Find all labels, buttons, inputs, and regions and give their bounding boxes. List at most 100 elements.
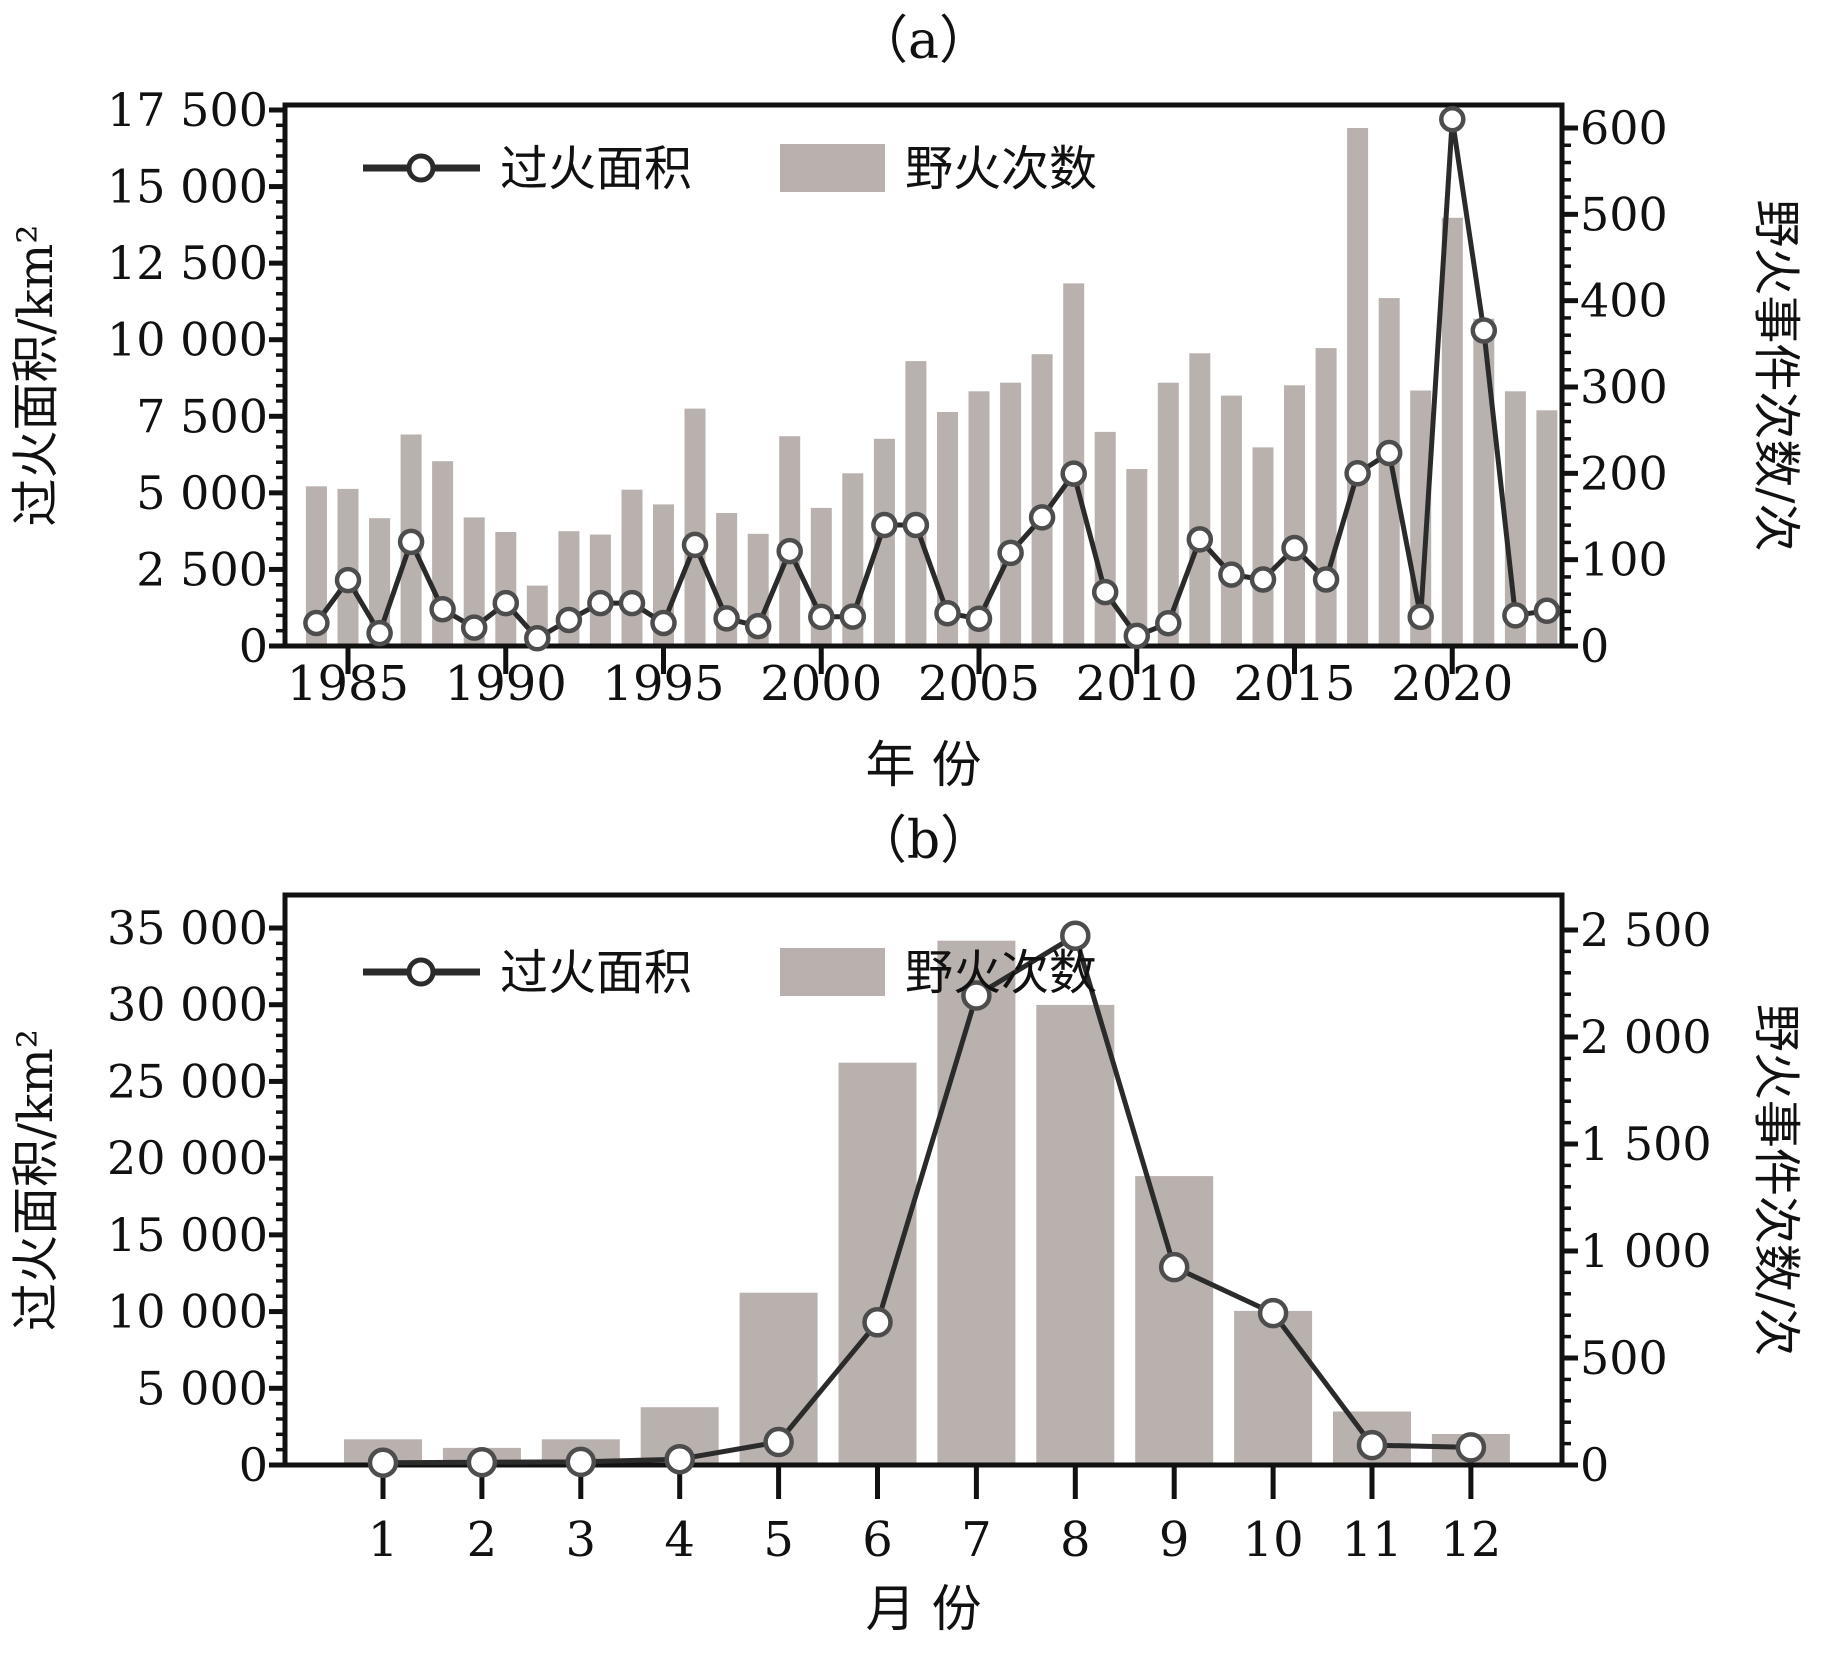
right-tick-label: 1 000 [1580, 1224, 1712, 1278]
marker-1989 [460, 614, 488, 641]
bar-2023 [1536, 410, 1558, 646]
bar-2007 [1031, 354, 1053, 646]
left-tick-label: 0 [239, 1438, 268, 1492]
left-tick-label: 15 000 [107, 160, 268, 214]
right-tick-label: 1 500 [1580, 1117, 1712, 1171]
chart-a-line [314, 116, 1548, 641]
legend-label-bar: 野火次数 [905, 945, 1097, 1001]
right-tick-label: 600 [1580, 101, 1668, 155]
bar-1989 [463, 517, 485, 646]
left-tick-label: 15 000 [107, 1208, 268, 1262]
marker-9 [1158, 1251, 1190, 1283]
marker-2007 [1028, 504, 1056, 531]
bar-2003 [905, 361, 927, 646]
chart-a: （a） 0 2 500 5 000 7 500 10 000 12 500 15 000 17 … [8, 11, 1804, 794]
bar-2018 [1378, 298, 1400, 646]
right-tick-label: 0 [1580, 619, 1609, 673]
marker-10 [1257, 1297, 1289, 1329]
right-tick-label: 2 000 [1580, 1010, 1712, 1064]
marker-1 [367, 1447, 399, 1478]
left-tick-label: 25 000 [107, 1054, 268, 1108]
x-tick-label: 1990 [445, 656, 567, 712]
bar-2021 [1473, 318, 1495, 646]
right-tick-label: 200 [1580, 446, 1668, 500]
marker-2018 [1375, 439, 1403, 467]
chart-b-ylabel-left: 过火面积/km² [8, 1029, 64, 1331]
marker-2001 [839, 603, 867, 630]
marker-4 [664, 1443, 695, 1475]
x-tick-label: 3 [566, 1512, 597, 1568]
x-tick-label: 8 [1060, 1512, 1091, 1568]
chart-a-right-axis: 0 100 200 300 400 500 600 [1562, 101, 1668, 673]
legend-bar-swatch [780, 144, 885, 192]
chart-a-legend: 过火面积 野火次数 [363, 141, 1097, 197]
legend-line-marker [406, 957, 436, 987]
marker-2014 [1249, 566, 1277, 593]
bar-2013 [1220, 395, 1242, 646]
x-tick-label: 1985 [287, 656, 409, 712]
marker-1997 [713, 605, 740, 632]
marker-2004 [934, 599, 961, 627]
x-tick-label: 1995 [602, 656, 724, 712]
legend-label-line: 过火面积 [500, 945, 692, 1001]
marker-3 [565, 1446, 597, 1478]
marker-2017 [1344, 460, 1371, 487]
marker-11 [1356, 1429, 1388, 1461]
bar-1996 [684, 408, 706, 646]
marker-1986 [366, 619, 393, 647]
marker-2022 [1502, 602, 1529, 629]
marker-6 [862, 1307, 893, 1338]
bar-9 [1135, 1176, 1214, 1465]
chart-a-ylabel-right: 野火事件次数/次 [1748, 199, 1804, 551]
bar-2014 [1252, 447, 1274, 646]
bar-2011 [1157, 382, 1179, 646]
marker-2005 [965, 605, 993, 632]
chart-b-title: （b） [855, 811, 992, 871]
left-tick-label: 30 000 [107, 978, 268, 1032]
chart-a-ylabel-left: 过火面积/km² [8, 224, 64, 526]
bar-2020 [1441, 217, 1463, 647]
bar-2015 [1284, 385, 1305, 646]
right-tick-label: 400 [1580, 274, 1668, 328]
left-tick-label: 5 000 [136, 466, 268, 520]
marker-2023 [1533, 597, 1561, 625]
chart-b-right-axis: 0 500 1 000 1 500 2 000 2 500 [1562, 903, 1712, 1492]
marker-2020 [1439, 105, 1466, 133]
x-tick-label: 2010 [1076, 656, 1198, 712]
chart-b-left-axis: 0 5 000 10 000 15 000 20 000 25 000 30 000 35 0… [107, 901, 285, 1492]
marker-2008 [1060, 460, 1087, 487]
marker-1995 [650, 609, 677, 637]
bar-2006 [1000, 382, 1022, 646]
marker-2012 [1186, 526, 1214, 553]
marker-12 [1455, 1432, 1487, 1463]
x-tick-label: 6 [862, 1512, 893, 1568]
bar-2017 [1347, 128, 1369, 646]
left-tick-label: 0 [239, 619, 268, 673]
x-tick-label: 4 [664, 1512, 695, 1568]
right-tick-label: 100 [1580, 533, 1668, 587]
marker-1992 [555, 606, 583, 634]
chart-b-frame [282, 892, 1565, 1468]
marker-1987 [397, 528, 425, 556]
x-tick-label: 11 [1341, 1512, 1402, 1568]
marker-5 [763, 1426, 794, 1458]
x-tick-label: 2015 [1233, 656, 1355, 712]
x-tick-label: 2 [467, 1512, 498, 1568]
marker-1994 [618, 589, 646, 617]
bar-2012 [1189, 353, 1211, 646]
right-tick-label: 2 500 [1580, 903, 1712, 957]
chart-b-legend: 过火面积 野火次数 [363, 945, 1097, 1001]
bar-2010 [1126, 469, 1148, 646]
bar-8 [1036, 1004, 1115, 1465]
x-tick-label: 5 [763, 1512, 794, 1568]
marker-2003 [902, 511, 930, 539]
chart-a-left-axis: 0 2 500 5 000 7 500 10 000 12 500 15 000 17 500 [107, 83, 285, 673]
x-tick-label: 2000 [760, 656, 882, 712]
marker-7 [961, 980, 992, 1011]
legend-label-bar: 野火次数 [905, 141, 1097, 197]
left-tick-label: 10 000 [107, 1285, 268, 1339]
marker-2011 [1155, 609, 1182, 637]
chart-a-title: （a） [856, 11, 991, 71]
marker-2021 [1470, 317, 1498, 344]
